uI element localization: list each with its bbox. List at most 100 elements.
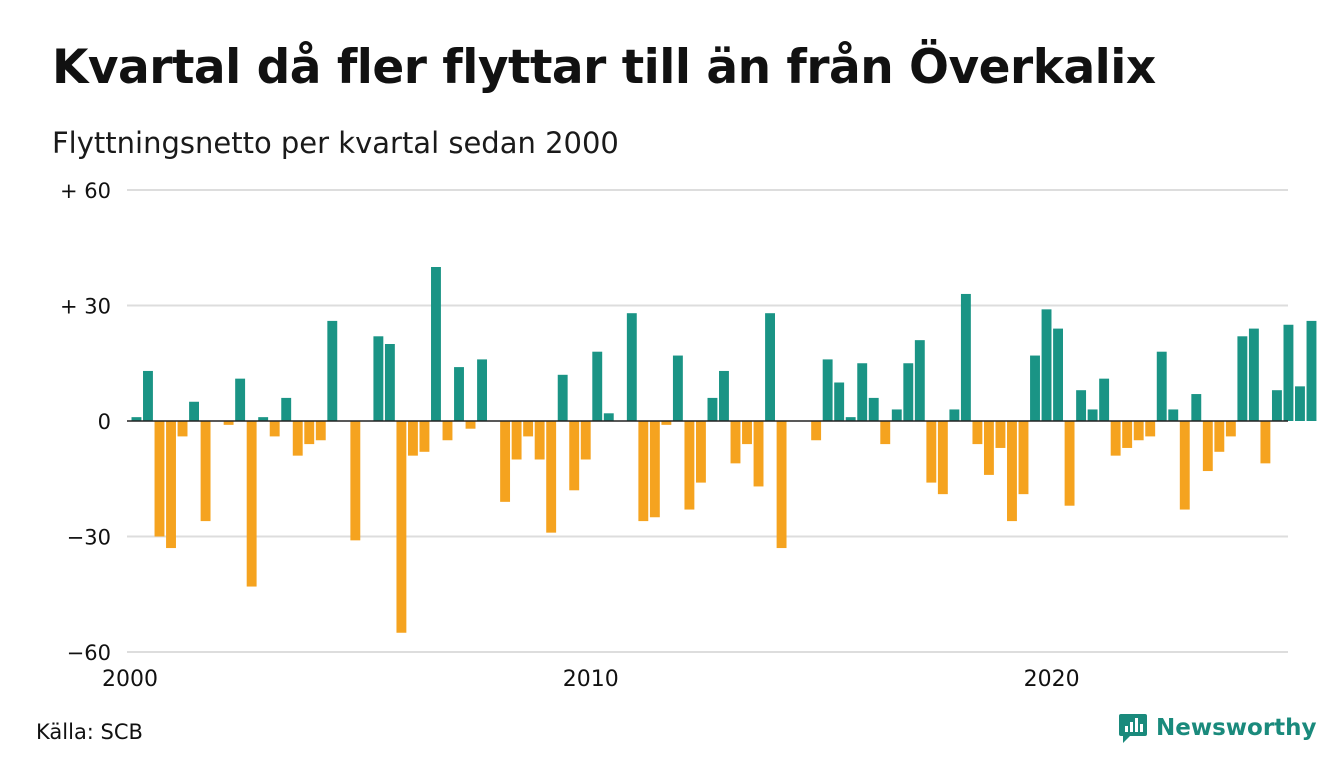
bar-positive [327,321,337,421]
bar-negative [1007,421,1017,521]
bar-positive [834,383,844,422]
bar-positive [892,409,902,421]
bar-positive [454,367,464,421]
y-tick-label: + 30 [60,295,111,319]
bar-negative [777,421,787,548]
x-tick-label: 2000 [102,667,158,692]
bar-positive [1076,390,1086,421]
bar-negative [1122,421,1132,448]
bar-negative [1019,421,1029,494]
bar-negative [420,421,430,452]
bar-negative [880,421,890,444]
bar-negative [546,421,556,533]
bar-negative [304,421,314,444]
bar-positive [719,371,729,421]
bar-negative [1134,421,1144,440]
bar-positive [477,359,487,421]
y-tick-label: −60 [67,641,111,665]
bar-positive [1053,329,1063,421]
bar-positive [765,313,775,421]
bar-negative [155,421,165,537]
bar-positive [961,294,971,421]
bar-negative [938,421,948,494]
bar-negative [1203,421,1213,471]
bar-negative [684,421,694,510]
bar-negative [512,421,522,460]
bar-positive [869,398,879,421]
bar-positive [143,371,153,421]
bar-negative [1180,421,1190,510]
bar-negative [201,421,211,521]
x-axis-ticks: 2000 2010 2020 [102,667,1080,692]
bar-negative [581,421,591,460]
bar-positive [373,336,383,421]
bar-positive [1168,409,1178,421]
bar-negative [638,421,648,521]
bar-positive [385,344,395,421]
bar-negative [696,421,706,483]
bar-positive [627,313,637,421]
bar-positive [673,356,683,421]
bar-negative [1214,421,1224,452]
bar-negative [650,421,660,517]
bar-negative [984,421,994,475]
source-note: Källa: SCB [36,720,143,744]
bars [132,267,1317,633]
brand-logo: Newsworthy [1118,712,1317,744]
y-tick-label: 0 [98,410,111,434]
bar-negative [270,421,280,436]
bar-positive [915,340,925,421]
bar-negative [972,421,982,444]
bar-negative [1111,421,1121,456]
bar-negative [466,421,476,429]
bar-positive [592,352,602,421]
y-axis-ticks: + 60 + 30 0 −30 −60 [60,179,111,665]
brand-name: Newsworthy [1156,715,1317,741]
bar-positive [708,398,718,421]
bar-negative [523,421,533,436]
y-tick-label: + 60 [60,179,111,203]
bar-positive [189,402,199,421]
bar-negative [396,421,406,633]
bar-negative [754,421,764,486]
bar-negative [408,421,418,456]
bar-negative [1065,421,1075,506]
bar-positive [1030,356,1040,421]
x-tick-label: 2020 [1024,667,1080,692]
bar-positive [558,375,568,421]
bar-positive [1307,321,1317,421]
bar-chart: + 60 + 30 0 −30 −60 2000 2010 2020 [0,0,1340,780]
bar-positive [1295,386,1305,421]
bar-positive [1284,325,1294,421]
bar-negative [811,421,821,440]
bar-negative [731,421,741,463]
bar-negative [569,421,579,490]
bar-negative [1145,421,1155,436]
bar-positive [1272,390,1282,421]
bar-positive [1249,329,1259,421]
bar-negative [316,421,326,440]
bar-negative [293,421,303,456]
bar-negative [443,421,453,440]
bar-negative [166,421,176,548]
bar-positive [1237,336,1247,421]
bar-positive [235,379,245,421]
bar-negative [742,421,752,444]
bar-positive [1191,394,1201,421]
bar-positive [1157,352,1167,421]
bar-negative [1226,421,1236,436]
bar-positive [823,359,833,421]
bar-negative [350,421,360,540]
bar-negative [1260,421,1270,463]
bar-positive [281,398,291,421]
bar-negative [178,421,188,436]
bar-negative [535,421,545,460]
newsworthy-logo-icon [1118,712,1148,744]
bar-positive [903,363,913,421]
bar-positive [949,409,959,421]
bar-positive [857,363,867,421]
bar-negative [996,421,1006,448]
bar-negative [926,421,936,483]
y-tick-label: −30 [67,526,111,550]
bar-negative [247,421,257,587]
